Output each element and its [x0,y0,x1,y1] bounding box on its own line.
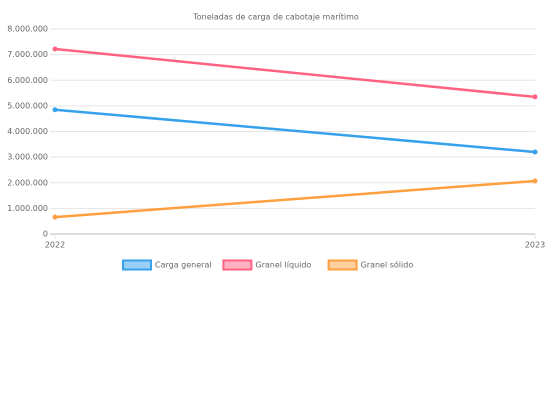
y-tick-label: 0 [43,230,48,239]
x-tick-label: 2023 [525,241,545,250]
data-point [532,178,538,184]
legend-swatch [122,259,152,271]
y-tick-label: 2.000.000 [7,178,48,187]
data-point [52,107,58,113]
y-tick-label: 1.000.000 [7,204,48,213]
data-point [532,149,538,155]
data-point [52,46,58,52]
y-tick-label: 8.000.000 [7,25,48,34]
data-point [532,94,538,100]
series-line [54,179,536,219]
series-line [54,47,536,99]
y-tick-label: 3.000.000 [7,153,48,162]
y-tick-label: 6.000.000 [7,76,48,85]
legend-swatch [222,259,253,271]
x-tick-label: 2022 [45,241,65,250]
y-tick-label: 5.000.000 [7,101,48,110]
legend-label: Granel líquido [255,261,311,270]
y-tick-label: 4.000.000 [7,127,48,136]
data-point [52,214,58,220]
legend-label: Carga general [155,261,212,270]
y-tick-label: 7.000.000 [7,50,48,59]
legend-label: Granel sólido [361,260,414,270]
series-line [54,108,536,154]
chart-title: Toneladas de carga de cabotaje marítimo [192,13,359,22]
legend-swatch [327,259,358,271]
